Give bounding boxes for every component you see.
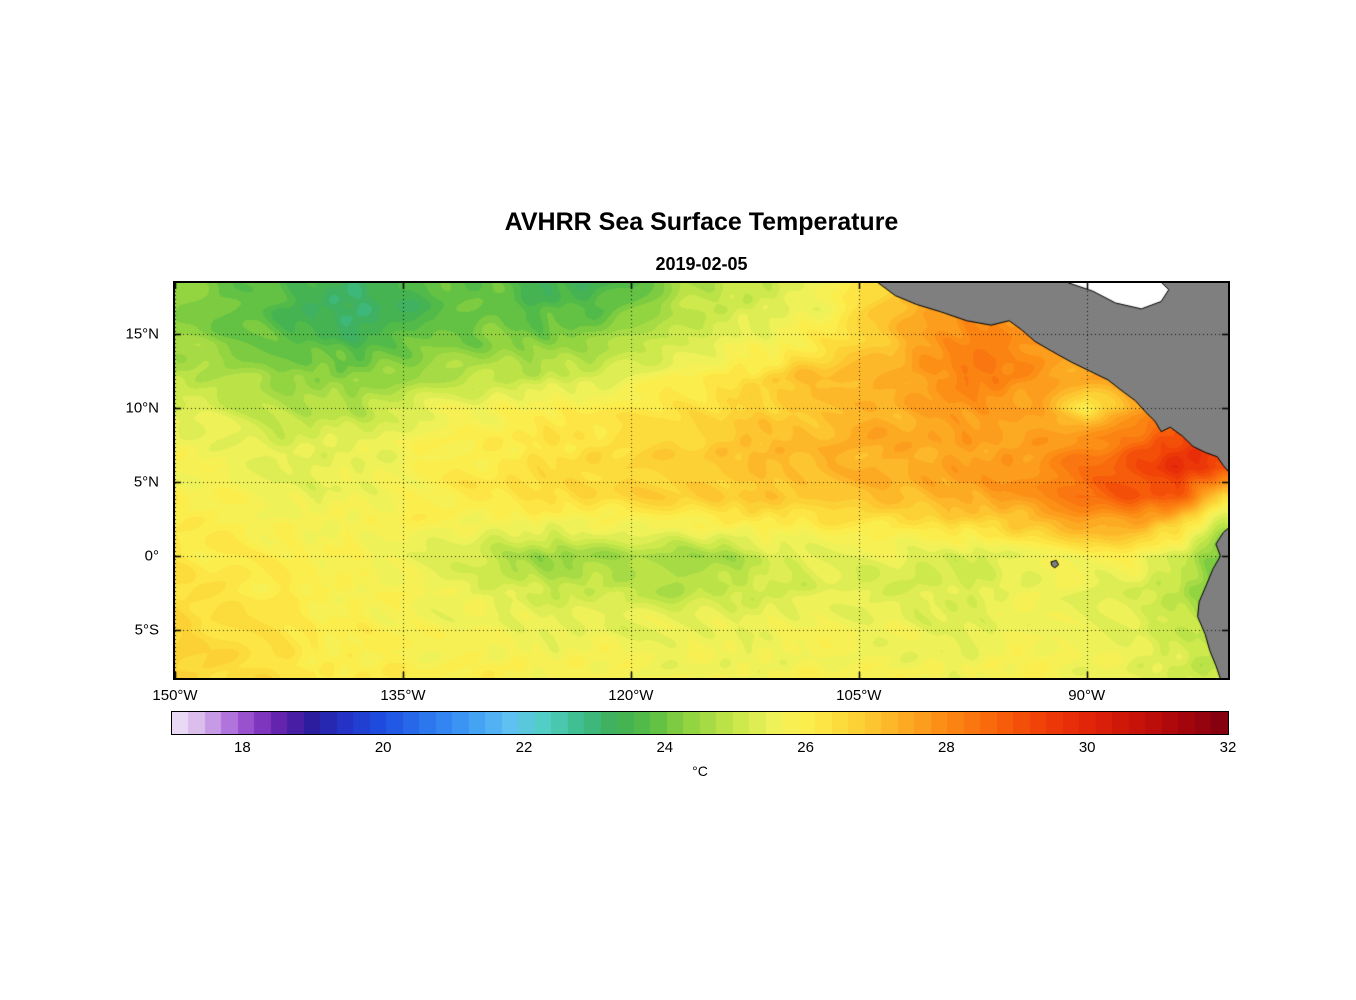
x-tick-label: 135°W: [380, 687, 426, 704]
colorbar-tick-label: 28: [938, 739, 955, 756]
colorbar-tick-label: 20: [374, 739, 392, 756]
x-tick-label: 105°W: [836, 687, 882, 704]
y-tick-label: 10°N: [125, 399, 159, 417]
colorbar-tick-label: 26: [797, 739, 814, 756]
colorbar: [171, 711, 1229, 735]
sst-map-canvas: [175, 283, 1228, 678]
colorbar-tick-label: 22: [515, 739, 533, 756]
y-tick-label: 0°: [144, 547, 159, 565]
y-tick-label: 15°N: [125, 325, 159, 343]
y-tick-label: 5°S: [134, 621, 159, 639]
colorbar-canvas: [172, 712, 1228, 734]
x-tick-label: 150°W: [152, 687, 198, 704]
chart-date-subtitle: 2019-02-05: [655, 254, 748, 274]
y-axis-tick-labels: 15°N 10°N 5°N 0° 5°S: [93, 283, 165, 678]
colorbar-unit-label: °C: [692, 763, 708, 779]
y-tick-label: 5°N: [133, 473, 159, 491]
x-tick-label: 120°W: [608, 687, 654, 704]
colorbar-tick-labels: 18 20 22 24 26 28 30 32: [172, 739, 1236, 757]
colorbar-tick-label: 30: [1078, 739, 1096, 756]
map-plot-area: [173, 281, 1230, 680]
colorbar-tick-label: 32: [1219, 739, 1237, 756]
chart-title: AVHRR Sea Surface Temperature: [504, 208, 899, 236]
colorbar-tick-label: 24: [656, 739, 674, 756]
x-axis-tick-labels: 150°W 135°W 120°W 105°W 90°W: [152, 687, 1228, 707]
x-tick-label: 90°W: [1068, 687, 1106, 704]
colorbar-tick-label: 18: [234, 739, 251, 756]
